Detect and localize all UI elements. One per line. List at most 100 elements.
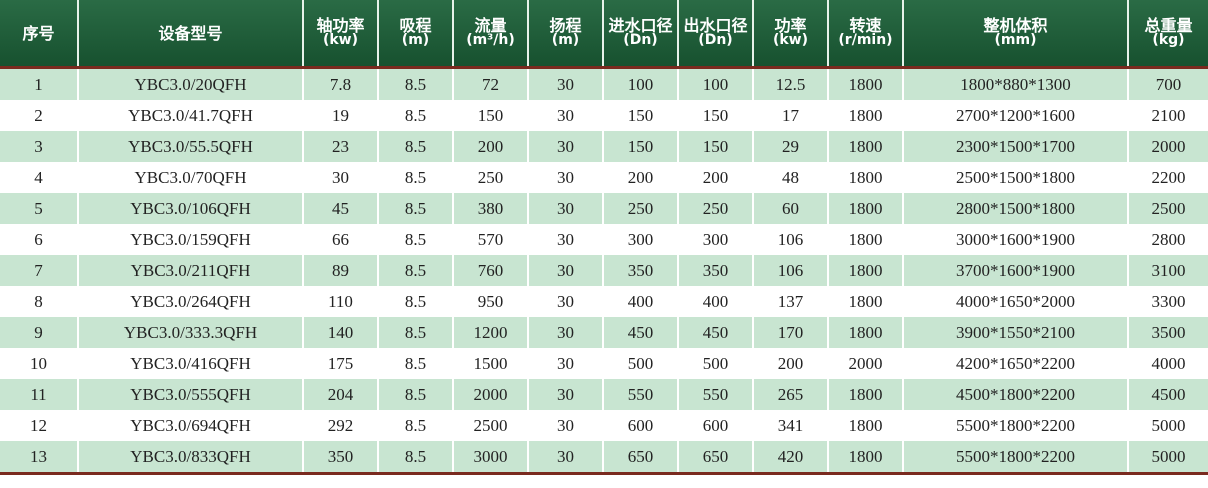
table-cell: 3100 <box>1128 255 1208 286</box>
table-cell: YBC3.0/41.7QFH <box>78 100 304 131</box>
table-row: 3 YBC3.0/55.5QFH 23 8.5 200 30 150 150 29 1800 230… <box>0 131 1208 162</box>
table-cell: 700 <box>1128 67 1208 100</box>
table-cell: 2100 <box>1128 100 1208 131</box>
table-cell: 250 <box>603 193 679 224</box>
header-cell: 转速 (r/min) <box>828 0 904 69</box>
header-label: 设备型号 <box>158 23 223 43</box>
table-cell: 420 <box>753 441 829 475</box>
table-cell: 3000*1600*1900 <box>903 224 1129 255</box>
table-row: 5 YBC3.0/106QFH 45 8.5 380 30 250 250 60 1800 2800… <box>0 193 1208 224</box>
table-cell: 350 <box>603 255 679 286</box>
header-unit: (kw) <box>772 32 809 48</box>
table-cell: 30 <box>528 317 604 348</box>
table-row: 4 YBC3.0/70QFH 30 8.5 250 30 200 200 48 1800 2500*… <box>0 162 1208 193</box>
table-cell: 150 <box>453 100 529 131</box>
table-cell: 3900*1550*2100 <box>903 317 1129 348</box>
table-cell: 1800 <box>828 286 904 317</box>
table-cell: YBC3.0/333.3QFH <box>78 317 304 348</box>
header-unit: (Dn) <box>623 32 658 48</box>
table-cell: 7 <box>0 255 79 286</box>
table-cell: 8 <box>0 286 79 317</box>
table-cell: 600 <box>678 410 754 441</box>
header-cell: 吸程 (m) <box>378 0 454 69</box>
table-cell: 8.5 <box>378 162 454 193</box>
table-body: 1 YBC3.0/20QFH 7.8 8.5 72 30 100 100 12.5 1800 180… <box>0 67 1208 475</box>
table-cell: 137 <box>753 286 829 317</box>
table-cell: 1500 <box>453 348 529 379</box>
table-cell: 2300*1500*1700 <box>903 131 1129 162</box>
header-unit: (r/min) <box>838 32 893 48</box>
table-cell: 30 <box>528 224 604 255</box>
table-cell: YBC3.0/211QFH <box>78 255 304 286</box>
table-cell: YBC3.0/55.5QFH <box>78 131 304 162</box>
table-cell: 8.5 <box>378 224 454 255</box>
table-cell: 400 <box>678 286 754 317</box>
table-cell: 66 <box>303 224 379 255</box>
table-cell: YBC3.0/106QFH <box>78 193 304 224</box>
table-cell: 2800*1500*1800 <box>903 193 1129 224</box>
table-cell: YBC3.0/694QFH <box>78 410 304 441</box>
table-cell: 265 <box>753 379 829 410</box>
header-label: 吸程 <box>399 16 432 35</box>
table-cell: 8.5 <box>378 379 454 410</box>
table-cell: 450 <box>603 317 679 348</box>
header-row: 序号 设备型号 轴功率 (kw) 吸程 (m) 流量 (m³/h) 扬程 (m) 进水口径 (Dn) 出… <box>0 0 1208 69</box>
table-cell: 1800 <box>828 255 904 286</box>
table-row: 2 YBC3.0/41.7QFH 19 8.5 150 30 150 150 17 1800 270… <box>0 100 1208 131</box>
table-cell: 292 <box>303 410 379 441</box>
table-cell: 150 <box>603 131 679 162</box>
table-cell: 2000 <box>1128 131 1208 162</box>
table-cell: 600 <box>603 410 679 441</box>
table-cell: 106 <box>753 224 829 255</box>
table-cell: 8.5 <box>378 286 454 317</box>
table-cell: 8.5 <box>378 410 454 441</box>
table-cell: 45 <box>303 193 379 224</box>
table-row: 1 YBC3.0/20QFH 7.8 8.5 72 30 100 100 12.5 1800 180… <box>0 67 1208 100</box>
table-cell: 250 <box>453 162 529 193</box>
header-unit: (kg) <box>1152 32 1185 48</box>
table-cell: 13 <box>0 441 79 475</box>
table-cell: 4500 <box>1128 379 1208 410</box>
table-cell: 1800 <box>828 131 904 162</box>
table-cell: 12 <box>0 410 79 441</box>
table-row: 10 YBC3.0/416QFH 175 8.5 1500 30 500 500 200 2000… <box>0 348 1208 379</box>
table-cell: 200 <box>453 131 529 162</box>
table-cell: 23 <box>303 131 379 162</box>
table-cell: 1 <box>0 67 79 100</box>
table-cell: 1800 <box>828 379 904 410</box>
table-cell: 170 <box>753 317 829 348</box>
table-cell: 4000 <box>1128 348 1208 379</box>
table-cell: 3500 <box>1128 317 1208 348</box>
table-cell: 400 <box>603 286 679 317</box>
table-cell: 250 <box>678 193 754 224</box>
table-cell: 8.5 <box>378 255 454 286</box>
header-cell: 出水口径 (Dn) <box>678 0 754 69</box>
header-label: 出水口径 <box>683 16 748 35</box>
table-cell: 8.5 <box>378 193 454 224</box>
table-cell: 6 <box>0 224 79 255</box>
table-cell: 2000 <box>453 379 529 410</box>
table-cell: 570 <box>453 224 529 255</box>
table-cell: 300 <box>678 224 754 255</box>
table-cell: 1800 <box>828 224 904 255</box>
table-cell: 11 <box>0 379 79 410</box>
table-cell: 30 <box>528 255 604 286</box>
table-cell: 2200 <box>1128 162 1208 193</box>
table-cell: 30 <box>528 286 604 317</box>
table-cell: 3000 <box>453 441 529 475</box>
table-cell: 30 <box>528 162 604 193</box>
table-cell: 2500 <box>1128 193 1208 224</box>
table-cell: 60 <box>753 193 829 224</box>
table-cell: 5 <box>0 193 79 224</box>
table-cell: YBC3.0/833QFH <box>78 441 304 475</box>
header-unit: (m) <box>551 32 580 48</box>
table-cell: 175 <box>303 348 379 379</box>
table-cell: 1800 <box>828 162 904 193</box>
table-cell: 760 <box>453 255 529 286</box>
header-label: 进水口径 <box>608 16 673 35</box>
table-cell: 30 <box>303 162 379 193</box>
table-cell: 30 <box>528 379 604 410</box>
header-label: 整机体积 <box>983 16 1048 35</box>
table-cell: 350 <box>303 441 379 475</box>
header-cell: 流量 (m³/h) <box>453 0 529 69</box>
